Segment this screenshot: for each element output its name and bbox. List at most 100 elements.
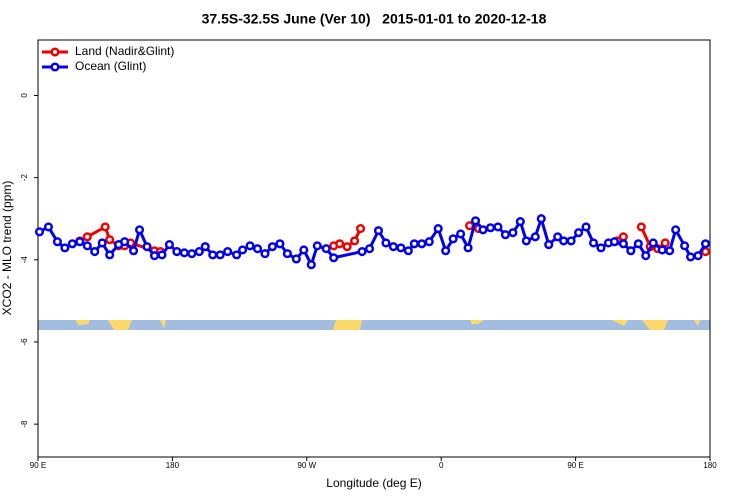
x-tick-label: 0 bbox=[439, 461, 444, 470]
data-point bbox=[373, 226, 384, 236]
data-point bbox=[553, 232, 563, 242]
data-point bbox=[90, 247, 100, 257]
data-point bbox=[105, 250, 115, 260]
data-point bbox=[82, 241, 92, 251]
data-point bbox=[75, 237, 85, 247]
data-point bbox=[478, 225, 488, 235]
data-point bbox=[60, 243, 70, 253]
data-point bbox=[636, 222, 646, 232]
data-point bbox=[245, 241, 255, 251]
land-strip bbox=[612, 320, 628, 326]
land-strip bbox=[470, 320, 484, 324]
data-point bbox=[129, 246, 139, 256]
data-point bbox=[357, 247, 367, 257]
data-point bbox=[686, 252, 696, 262]
x-axis-label: Longitude (deg E) bbox=[326, 476, 421, 490]
data-point bbox=[559, 236, 569, 246]
data-point bbox=[215, 250, 225, 260]
data-point bbox=[260, 249, 270, 259]
legend-swatch-marker bbox=[50, 47, 60, 57]
data-point bbox=[282, 249, 292, 259]
data-point bbox=[693, 251, 703, 261]
data-point bbox=[626, 246, 636, 256]
data-point bbox=[671, 225, 681, 235]
data-point bbox=[424, 237, 434, 247]
data-point bbox=[172, 247, 182, 257]
data-point bbox=[350, 236, 360, 246]
data-point bbox=[299, 245, 309, 255]
data-point bbox=[149, 251, 160, 261]
data-point bbox=[609, 237, 619, 247]
data-point bbox=[409, 239, 419, 249]
data-point bbox=[660, 238, 670, 248]
x-tick-label: 90 W bbox=[297, 461, 316, 470]
map-strip bbox=[38, 320, 710, 330]
data-point bbox=[329, 253, 339, 263]
data-point bbox=[574, 228, 584, 238]
y-tick-label: 0 bbox=[20, 93, 29, 98]
land-strip bbox=[108, 320, 132, 330]
land-strip bbox=[76, 320, 90, 325]
x-tick-label: 90 E bbox=[567, 461, 583, 470]
data-point bbox=[648, 238, 658, 248]
data-point bbox=[417, 239, 427, 249]
data-point bbox=[680, 241, 690, 251]
legend-label: Ocean (Glint) bbox=[75, 59, 146, 73]
y-tick-label: -8 bbox=[20, 420, 29, 428]
data-point bbox=[470, 216, 481, 226]
data-point bbox=[342, 242, 352, 252]
data-point bbox=[291, 254, 301, 264]
data-point bbox=[364, 244, 375, 254]
data-point bbox=[596, 243, 606, 253]
data-point bbox=[238, 245, 248, 255]
x-tick-label: 90 E bbox=[30, 461, 46, 470]
data-point bbox=[356, 224, 366, 234]
data-point bbox=[105, 235, 115, 245]
data-point bbox=[134, 225, 145, 235]
data-point bbox=[641, 251, 651, 261]
data-point bbox=[43, 222, 54, 232]
data-point bbox=[381, 238, 391, 248]
data-point bbox=[618, 232, 628, 242]
land-strip bbox=[642, 320, 668, 330]
data-point bbox=[657, 245, 667, 255]
data-point bbox=[34, 227, 45, 237]
data-point bbox=[665, 246, 675, 256]
data-point bbox=[485, 223, 496, 233]
data-point bbox=[544, 240, 554, 250]
data-point bbox=[120, 237, 130, 247]
data-point bbox=[521, 236, 531, 246]
data-point bbox=[232, 250, 242, 260]
data-point bbox=[700, 239, 711, 249]
data-point bbox=[463, 243, 473, 253]
data-point bbox=[252, 244, 263, 254]
data-point bbox=[588, 238, 599, 248]
data-point bbox=[223, 247, 233, 257]
data-point bbox=[618, 239, 628, 249]
data-point bbox=[493, 222, 503, 232]
legend-label: Land (Nadir&Glint) bbox=[75, 44, 174, 58]
y-tick-label: -6 bbox=[20, 338, 29, 346]
data-point bbox=[448, 234, 458, 244]
data-point bbox=[267, 242, 278, 252]
data-point bbox=[306, 260, 316, 270]
ocean-strip bbox=[38, 320, 710, 330]
plot-frame bbox=[37, 39, 711, 458]
data-point bbox=[433, 224, 443, 234]
data-point bbox=[187, 249, 197, 259]
data-point bbox=[536, 214, 546, 224]
data-point bbox=[194, 247, 204, 257]
data-point bbox=[530, 232, 540, 242]
data-point bbox=[566, 236, 576, 246]
data-point bbox=[208, 250, 218, 260]
data-point bbox=[456, 229, 466, 239]
y-tick-label: -2 bbox=[20, 174, 29, 182]
data-point bbox=[633, 239, 643, 249]
data-point bbox=[200, 242, 210, 252]
data-point bbox=[335, 239, 345, 249]
land-strip bbox=[160, 320, 166, 328]
data-point bbox=[179, 248, 189, 258]
data-point bbox=[82, 232, 92, 242]
data-point bbox=[52, 237, 62, 247]
